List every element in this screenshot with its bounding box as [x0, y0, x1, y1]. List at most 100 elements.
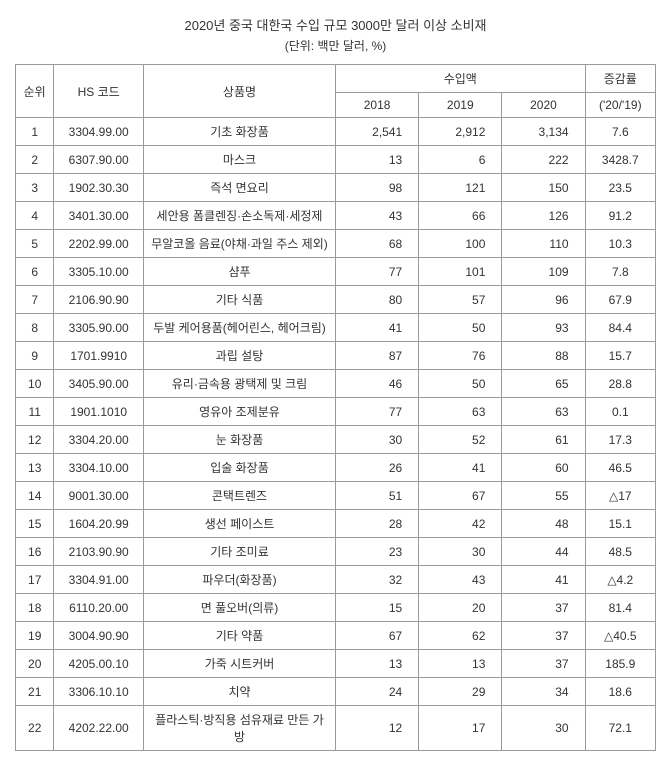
cell-hs-code: 2103.90.90 [54, 538, 144, 566]
cell-2019: 42 [419, 510, 502, 538]
cell-2020: 93 [502, 314, 585, 342]
cell-product-name: 마스크 [143, 146, 335, 174]
cell-2020: 96 [502, 286, 585, 314]
cell-2020: 44 [502, 538, 585, 566]
cell-2018: 24 [336, 678, 419, 706]
cell-product-name: 샴푸 [143, 258, 335, 286]
table-row: 213306.10.10치약24293418.6 [16, 678, 656, 706]
cell-product-name: 기타 약품 [143, 622, 335, 650]
cell-rank: 19 [16, 622, 54, 650]
cell-hs-code: 2202.99.00 [54, 230, 144, 258]
cell-hs-code: 3304.20.00 [54, 426, 144, 454]
cell-rank: 8 [16, 314, 54, 342]
cell-rank: 20 [16, 650, 54, 678]
table-row: 72106.90.90기타 식품80579667.9 [16, 286, 656, 314]
cell-rank: 12 [16, 426, 54, 454]
cell-2019: 100 [419, 230, 502, 258]
cell-product-name: 파우더(화장품) [143, 566, 335, 594]
cell-product-name: 생선 페이스트 [143, 510, 335, 538]
cell-2018: 46 [336, 370, 419, 398]
cell-2019: 67 [419, 482, 502, 510]
cell-growth: 84.4 [585, 314, 655, 342]
header-rank: 순위 [16, 65, 54, 118]
cell-2019: 101 [419, 258, 502, 286]
cell-hs-code: 3304.99.00 [54, 118, 144, 146]
cell-rank: 18 [16, 594, 54, 622]
table-row: 123304.20.00눈 화장품30526117.3 [16, 426, 656, 454]
table-row: 133304.10.00입술 화장품26416046.5 [16, 454, 656, 482]
cell-product-name: 기초 화장품 [143, 118, 335, 146]
cell-growth: 67.9 [585, 286, 655, 314]
cell-product-name: 즉석 면요리 [143, 174, 335, 202]
cell-hs-code: 3305.10.00 [54, 258, 144, 286]
cell-growth: △17 [585, 482, 655, 510]
cell-rank: 14 [16, 482, 54, 510]
table-row: 149001.30.00콘택트렌즈516755△17 [16, 482, 656, 510]
cell-2019: 13 [419, 650, 502, 678]
cell-product-name: 면 풀오버(의류) [143, 594, 335, 622]
header-product-name: 상품명 [143, 65, 335, 118]
cell-2020: 61 [502, 426, 585, 454]
cell-product-name: 입술 화장품 [143, 454, 335, 482]
cell-2019: 57 [419, 286, 502, 314]
cell-2019: 62 [419, 622, 502, 650]
table-row: 83305.90.00두발 케어용품(헤어린스, 헤어크림)41509384.4 [16, 314, 656, 342]
cell-rank: 15 [16, 510, 54, 538]
cell-2019: 66 [419, 202, 502, 230]
cell-growth: 0.1 [585, 398, 655, 426]
table-row: 31902.30.30즉석 면요리9812115023.5 [16, 174, 656, 202]
cell-2019: 63 [419, 398, 502, 426]
cell-hs-code: 3306.10.10 [54, 678, 144, 706]
cell-product-name: 눈 화장품 [143, 426, 335, 454]
cell-2020: 126 [502, 202, 585, 230]
cell-growth: 7.6 [585, 118, 655, 146]
cell-growth: 72.1 [585, 706, 655, 751]
cell-hs-code: 1701.9910 [54, 342, 144, 370]
cell-2018: 77 [336, 258, 419, 286]
table-row: 13304.99.00기초 화장품2,5412,9123,1347.6 [16, 118, 656, 146]
cell-growth: 10.3 [585, 230, 655, 258]
cell-product-name: 과립 설탕 [143, 342, 335, 370]
cell-2018: 87 [336, 342, 419, 370]
cell-2020: 65 [502, 370, 585, 398]
cell-2020: 110 [502, 230, 585, 258]
cell-rank: 11 [16, 398, 54, 426]
cell-product-name: 치약 [143, 678, 335, 706]
cell-rank: 13 [16, 454, 54, 482]
cell-growth: 48.5 [585, 538, 655, 566]
cell-growth: 91.2 [585, 202, 655, 230]
cell-2018: 28 [336, 510, 419, 538]
cell-2018: 80 [336, 286, 419, 314]
header-2020: 2020 [502, 93, 585, 118]
cell-hs-code: 4205.00.10 [54, 650, 144, 678]
cell-rank: 7 [16, 286, 54, 314]
cell-2018: 67 [336, 622, 419, 650]
cell-2018: 77 [336, 398, 419, 426]
cell-2018: 15 [336, 594, 419, 622]
cell-growth: 17.3 [585, 426, 655, 454]
table-row: 186110.20.00면 풀오버(의류)15203781.4 [16, 594, 656, 622]
table-row: 91701.9910과립 설탕87768815.7 [16, 342, 656, 370]
table-row: 63305.10.00샴푸771011097.8 [16, 258, 656, 286]
cell-2018: 43 [336, 202, 419, 230]
cell-growth: 81.4 [585, 594, 655, 622]
cell-rank: 9 [16, 342, 54, 370]
cell-rank: 3 [16, 174, 54, 202]
table-row: 111901.1010영유아 조제분유7763630.1 [16, 398, 656, 426]
table-row: 162103.90.90기타 조미료23304448.5 [16, 538, 656, 566]
cell-growth: 15.7 [585, 342, 655, 370]
cell-2019: 50 [419, 314, 502, 342]
table-row: 173304.91.00파우더(화장품)324341△4.2 [16, 566, 656, 594]
header-2018: 2018 [336, 93, 419, 118]
table-row: 204205.00.10가죽 시트커버131337185.9 [16, 650, 656, 678]
cell-growth: 185.9 [585, 650, 655, 678]
cell-growth: 23.5 [585, 174, 655, 202]
cell-hs-code: 3304.91.00 [54, 566, 144, 594]
cell-2020: 37 [502, 650, 585, 678]
cell-2018: 13 [336, 650, 419, 678]
cell-hs-code: 1604.20.99 [54, 510, 144, 538]
header-growth: 증감률 [585, 65, 655, 93]
cell-2020: 55 [502, 482, 585, 510]
cell-hs-code: 3405.90.00 [54, 370, 144, 398]
cell-growth: △40.5 [585, 622, 655, 650]
